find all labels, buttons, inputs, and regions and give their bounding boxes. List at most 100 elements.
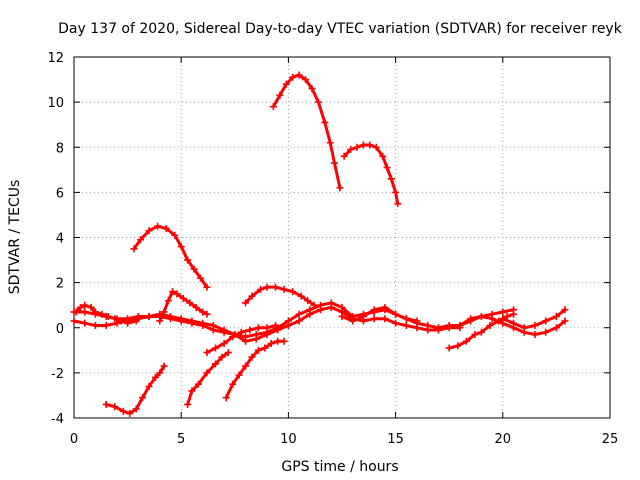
data-point [111,315,119,323]
data-point [224,349,232,357]
data-point [561,317,569,325]
data-point [471,331,479,339]
data-point [194,380,202,388]
data-point [212,344,220,352]
data-point [467,315,475,323]
series-line [104,364,166,415]
series-arc-2 [340,141,402,208]
data-point [510,310,518,318]
data-point [254,324,262,332]
data-point [160,362,168,370]
data-point [130,245,138,253]
data-series [70,71,569,417]
data-point [263,324,271,332]
data-point [209,321,217,329]
data-point [402,321,410,329]
data-point [370,315,378,323]
data-point [145,227,153,235]
y-tick-label: 0 [56,322,64,337]
data-point [379,152,387,160]
data-point [252,335,260,343]
data-point [347,146,355,154]
series-line [271,73,342,190]
data-point [510,319,518,327]
data-point [477,312,485,320]
data-point [177,315,185,323]
data-point [317,306,325,314]
data-point [353,143,361,151]
data-point [359,141,367,149]
data-point [402,315,410,323]
series-line [224,339,286,400]
data-point [392,310,400,318]
data-point [242,299,250,307]
data-point [302,76,310,84]
data-point [132,405,140,413]
data-point [242,362,250,370]
data-point [196,274,204,282]
data-point [552,324,560,332]
data-point [156,310,164,318]
data-point [179,294,187,302]
x-tick-label: 10 [280,432,297,447]
series-line [342,143,400,206]
data-point [503,312,511,320]
data-point [295,317,303,325]
data-point [486,321,494,329]
data-point [289,73,297,81]
data-point [203,369,211,377]
data-point [314,98,322,106]
data-point [499,315,507,323]
series-arc-13 [102,362,168,417]
data-point [139,394,147,402]
data-point [372,143,380,151]
data-point [70,317,78,325]
data-point [81,308,89,316]
y-tick-label: 12 [47,51,64,66]
x-tick-label: 0 [70,432,78,447]
series-line [244,285,316,307]
data-point [462,337,470,345]
data-point [166,312,174,320]
data-point [272,321,280,329]
data-point [295,71,303,79]
series-line [132,224,209,289]
data-point [171,231,179,239]
data-point [237,328,245,336]
data-point [520,324,528,332]
series-arc-14 [184,349,232,408]
series-arc-5 [242,283,318,309]
data-point [392,188,400,196]
data-point [81,301,89,309]
data-point [126,409,134,417]
data-point [387,175,395,183]
data-point [188,317,196,325]
data-point [394,200,402,208]
y-tick-label: -4 [51,412,64,427]
data-point [229,380,237,388]
data-point [274,337,282,345]
data-point [132,317,140,325]
data-point [254,346,262,354]
data-point [192,303,200,311]
data-point [381,315,389,323]
data-point [218,353,226,361]
data-point [229,333,237,341]
data-point [199,319,207,327]
series-arc-8 [72,301,140,327]
data-point [184,256,192,264]
data-point [413,317,421,325]
data-point [336,184,344,192]
data-point [199,308,207,316]
data-point [434,326,442,334]
data-point [188,387,196,395]
data-point [308,85,316,93]
data-point [284,321,292,329]
data-point [72,308,80,316]
data-point [203,349,211,357]
data-point [445,344,453,352]
series-arc-12 [499,306,569,332]
data-point [169,288,177,296]
